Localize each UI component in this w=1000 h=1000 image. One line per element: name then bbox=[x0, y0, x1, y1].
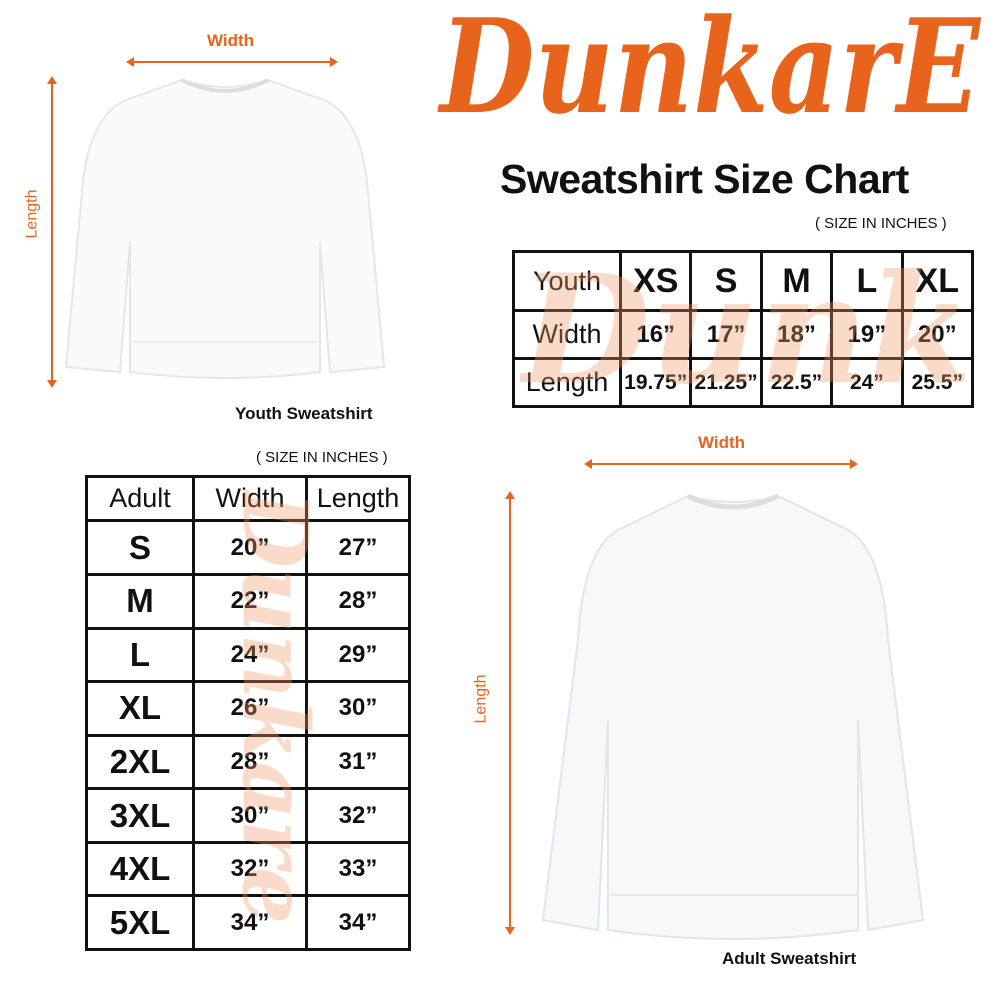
cell: 31” bbox=[305, 733, 411, 791]
cell: 17” bbox=[689, 309, 763, 361]
header-cell: M bbox=[759, 249, 834, 313]
cell: 21.25” bbox=[689, 357, 763, 408]
row-label: 4XL bbox=[85, 840, 195, 898]
header-cell: Length bbox=[305, 474, 411, 523]
cell: 34” bbox=[192, 894, 308, 951]
row-label: Width bbox=[512, 309, 622, 361]
cell: 32” bbox=[192, 840, 308, 898]
table-row: 4XL 32” 33” bbox=[85, 840, 411, 898]
row-label: Length bbox=[512, 357, 622, 408]
header-cell: XS bbox=[618, 249, 693, 313]
adult-width-label: Width bbox=[698, 433, 746, 452]
cell: 25.5” bbox=[900, 357, 975, 408]
youth-length-label: Length bbox=[23, 189, 41, 239]
adult-size-table: Adult Width Length S 20” 27” M 22” 28” L 24” 29”… bbox=[85, 474, 411, 951]
cell: 30” bbox=[305, 680, 411, 737]
header-cell: S bbox=[689, 249, 763, 313]
svg-text:DunkarE: DunkarE bbox=[437, 0, 982, 143]
table-row: 5XL 34” 34” bbox=[85, 894, 411, 951]
cell: 30” bbox=[192, 787, 308, 844]
table-row: S 20” 27” bbox=[85, 519, 411, 576]
cell: 20” bbox=[192, 519, 308, 576]
youth-width-label: Width bbox=[207, 31, 255, 50]
row-label: 5XL bbox=[85, 894, 195, 951]
cell: 20” bbox=[900, 309, 975, 361]
header-cell: Adult bbox=[85, 474, 195, 523]
youth-length-arrow bbox=[47, 76, 57, 388]
header-cell: L bbox=[830, 249, 904, 313]
cell: 24” bbox=[192, 626, 308, 684]
cell: 22” bbox=[192, 572, 308, 630]
table-row: XL 26” 30” bbox=[85, 680, 411, 737]
row-label: 2XL bbox=[85, 733, 195, 791]
table-row: 2XL 28” 31” bbox=[85, 733, 411, 791]
adult-length-arrow bbox=[505, 491, 515, 935]
table-row: 3XL 30” 32” bbox=[85, 787, 411, 844]
youth-sweatshirt-image bbox=[64, 78, 386, 379]
dunkare-logo: DunkarE bbox=[430, 0, 990, 152]
row-label: M bbox=[85, 572, 195, 630]
row-label: S bbox=[85, 519, 195, 576]
table-row: M 22” 28” bbox=[85, 572, 411, 630]
adult-sweatshirt-image bbox=[541, 493, 925, 940]
cell: 16” bbox=[618, 309, 693, 361]
cell: 32” bbox=[305, 787, 411, 844]
table-header-row: Youth XS S M L XL bbox=[512, 249, 975, 313]
header-cell: Width bbox=[192, 474, 308, 523]
adult-caption: Adult Sweatshirt bbox=[722, 949, 857, 968]
cell: 27” bbox=[305, 519, 411, 576]
table-header-row: Adult Width Length bbox=[85, 474, 411, 523]
table-row: Width 16” 17” 18” 19” 20” bbox=[512, 309, 975, 361]
cell: 22.5” bbox=[759, 357, 834, 408]
youth-size-table: Youth XS S M L XL Width 16” 17” 18” 19” … bbox=[512, 249, 975, 408]
page-title: Sweatshirt Size Chart bbox=[500, 156, 909, 202]
table-row: L 24” 29” bbox=[85, 626, 411, 684]
header-cell: XL bbox=[900, 249, 975, 313]
cell: 19” bbox=[830, 309, 904, 361]
cell: 24” bbox=[830, 357, 904, 408]
cell: 19.75” bbox=[618, 357, 693, 408]
youth-size-note: ( SIZE IN INCHES ) bbox=[815, 215, 947, 232]
cell: 28” bbox=[192, 733, 308, 791]
cell: 29” bbox=[305, 626, 411, 684]
table-row: Length 19.75” 21.25” 22.5” 24” 25.5” bbox=[512, 357, 975, 408]
row-label: 3XL bbox=[85, 787, 195, 844]
cell: 18” bbox=[759, 309, 834, 361]
cell: 33” bbox=[305, 840, 411, 898]
cell: 34” bbox=[305, 894, 411, 951]
header-cell: Youth bbox=[512, 249, 622, 313]
cell: 26” bbox=[192, 680, 308, 737]
row-label: XL bbox=[85, 680, 195, 737]
row-label: L bbox=[85, 626, 195, 684]
adult-size-note: ( SIZE IN INCHES ) bbox=[256, 449, 388, 466]
youth-width-arrow bbox=[126, 57, 338, 67]
adult-width-arrow bbox=[584, 459, 858, 469]
youth-caption: Youth Sweatshirt bbox=[235, 404, 373, 423]
adult-length-label: Length bbox=[472, 674, 490, 724]
cell: 28” bbox=[305, 572, 411, 630]
